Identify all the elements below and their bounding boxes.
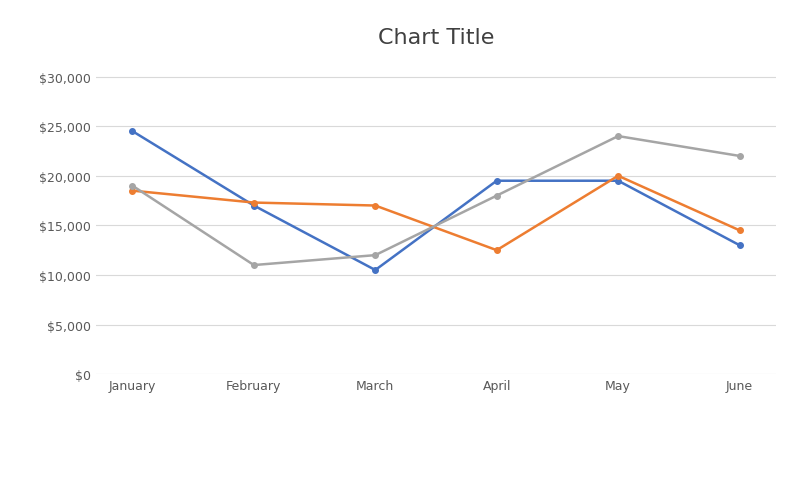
Title: Chart Title: Chart Title: [378, 28, 494, 48]
